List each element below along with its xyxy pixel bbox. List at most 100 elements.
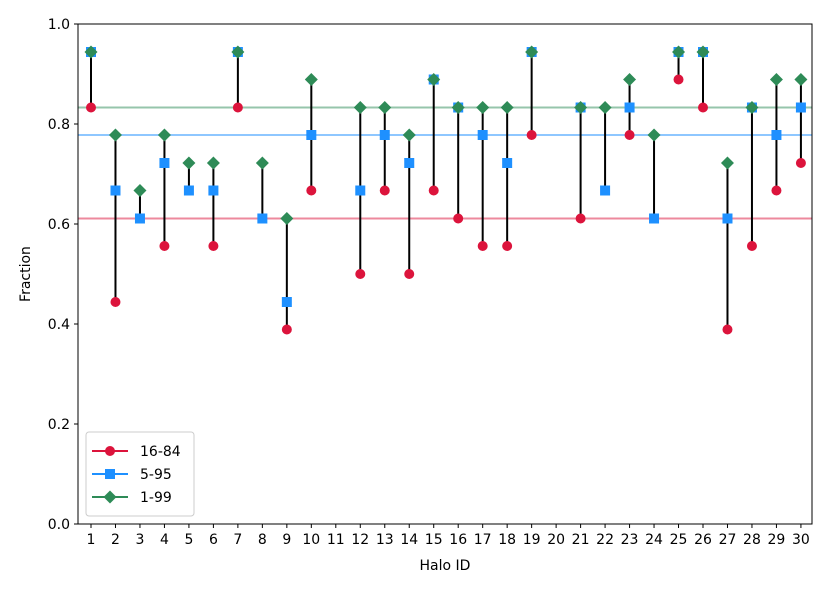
point-5-95-halo-14 (404, 158, 415, 168)
point-16-84-halo-10 (306, 185, 317, 196)
x-axis-label: Halo ID (420, 558, 471, 574)
point-5-95-halo-5 (183, 185, 194, 196)
point-1-99-halo-9 (280, 212, 294, 225)
x-tick-label: 3 (135, 532, 144, 548)
point-5-95-halo-23 (624, 102, 635, 113)
point-16-84-halo-27 (722, 324, 733, 335)
point-5-95-halo-27 (722, 213, 733, 224)
x-tick-label: 4 (160, 532, 169, 548)
y-axis: 0.0 0.2 0.4 0.6 0.8 1.0 (48, 17, 78, 533)
point-1-99-halo-26 (696, 45, 710, 59)
point-1-99-halo-5 (182, 156, 196, 170)
point-5-95-halo-22 (600, 185, 611, 196)
reference-lines (78, 106, 812, 220)
x-tick-label: 13 (376, 532, 394, 548)
point-1-99-halo-3 (133, 184, 147, 197)
point-1-99-halo-15 (427, 73, 441, 86)
x-tick-label: 24 (645, 532, 663, 548)
point-16-84-halo-26 (698, 102, 708, 113)
x-tick-label: 29 (768, 532, 786, 548)
x-tick-label: 9 (282, 532, 291, 548)
point-16-84-halo-9 (281, 324, 292, 335)
point-1-99-halo-4 (157, 128, 171, 142)
point-1-99-halo-19 (525, 45, 539, 59)
x-tick-label: 5 (184, 532, 193, 548)
point-16-84-halo-23 (624, 130, 635, 140)
point-16-84-halo-17 (477, 241, 488, 251)
point-1-99-halo-2 (108, 128, 122, 142)
x-tick-label: 28 (743, 532, 761, 548)
point-5-95-halo-9 (281, 297, 292, 307)
point-1-99-halo-28 (745, 101, 759, 114)
point-5-95-halo-10 (306, 130, 317, 140)
x-tick-label: 23 (621, 532, 639, 548)
point-1-99-halo-27 (720, 156, 734, 170)
point-1-99-halo-1 (84, 45, 98, 59)
stem-lines (90, 52, 802, 330)
x-tick-label: 2 (111, 532, 120, 548)
x-tick-label: 26 (694, 532, 712, 548)
point-16-84-halo-15 (428, 185, 439, 196)
y-tick-label: 0.8 (48, 117, 70, 133)
point-16-84-halo-1 (86, 102, 96, 113)
x-tick-label: 14 (400, 532, 418, 548)
point-1-99-halo-14 (402, 128, 416, 142)
point-16-84-halo-21 (575, 213, 586, 224)
x-tick-label: 20 (547, 532, 565, 548)
point-5-95-halo-18 (502, 158, 513, 168)
x-tick-label: 22 (596, 532, 614, 548)
point-16-84-halo-19 (526, 130, 537, 140)
point-5-95-halo-24 (649, 213, 660, 224)
point-5-95-halo-17 (477, 130, 488, 140)
legend-label-5-95: 5-95 (140, 467, 172, 483)
y-axis-label: Fraction (18, 246, 34, 302)
y-tick-label: 0.4 (48, 317, 70, 333)
point-16-84-halo-25 (673, 74, 684, 85)
y-tick-label: 1.0 (48, 17, 70, 33)
legend-label-16-84: 16-84 (140, 444, 181, 460)
point-5-95-halo-3 (134, 213, 145, 224)
legend-marker-5-95 (105, 469, 115, 479)
point-1-99-halo-13 (378, 101, 392, 114)
point-5-95-halo-30 (795, 102, 806, 113)
legend: 16-84 5-95 1-99 (85, 431, 195, 517)
y-tick-label: 0.2 (48, 417, 70, 433)
point-1-99-halo-30 (794, 73, 808, 86)
plot-frame (77, 23, 813, 525)
point-1-99-halo-10 (304, 73, 318, 86)
point-16-84-halo-14 (404, 269, 415, 279)
point-5-95-halo-6 (208, 185, 219, 196)
point-1-99-halo-12 (353, 101, 367, 114)
point-16-84-halo-7 (232, 102, 243, 113)
legend-label-1-99: 1-99 (140, 490, 172, 506)
x-tick-label: 19 (523, 532, 541, 548)
point-16-84-halo-12 (355, 269, 366, 279)
point-1-99-halo-29 (769, 73, 783, 86)
x-tick-label: 6 (209, 532, 218, 548)
point-1-99-halo-8 (255, 156, 269, 170)
point-16-84-halo-13 (379, 185, 390, 196)
point-1-99-halo-18 (500, 101, 514, 114)
x-tick-label: 25 (670, 532, 688, 548)
x-tick-label: 11 (327, 532, 345, 548)
point-16-84-halo-2 (110, 297, 121, 307)
y-tick-label: 0.0 (48, 517, 70, 533)
point-16-84-halo-29 (771, 185, 782, 196)
x-tick-label: 15 (425, 532, 443, 548)
y-tick-label: 0.6 (48, 217, 70, 233)
x-tick-label: 30 (792, 532, 810, 548)
point-16-84-halo-18 (502, 241, 513, 251)
point-5-95-halo-13 (379, 130, 390, 140)
point-1-99-halo-6 (206, 156, 220, 170)
x-tick-label: 18 (498, 532, 516, 548)
point-16-84-halo-4 (159, 241, 170, 251)
point-16-84-halo-16 (453, 213, 464, 224)
point-16-84-halo-28 (746, 241, 757, 251)
legend-marker-16-84 (105, 446, 115, 456)
x-tick-label: 12 (351, 532, 369, 548)
point-5-95-halo-29 (771, 130, 782, 140)
x-tick-label: 10 (302, 532, 320, 548)
point-1-99-halo-25 (672, 45, 686, 59)
point-1-99-halo-22 (598, 101, 612, 114)
